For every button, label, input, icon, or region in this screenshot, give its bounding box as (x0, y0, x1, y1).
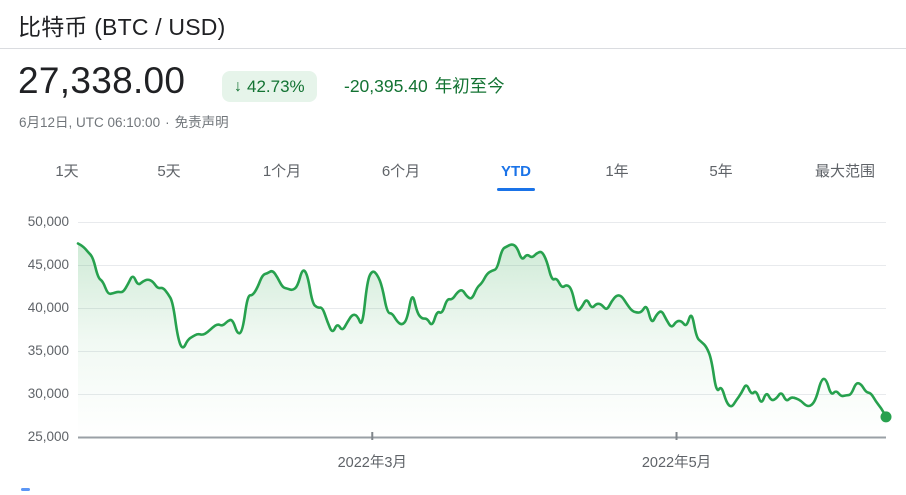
chart-line (76, 242, 888, 419)
y-axis-label: 35,000 (27, 343, 69, 358)
chart-hover-area[interactable] (78, 202, 886, 437)
y-axis-label: 25,000 (27, 429, 69, 444)
y-axis-label: 50,000 (27, 214, 69, 229)
current-price: 27,338.00 (18, 60, 186, 101)
active-tab-underline (497, 188, 535, 191)
tab-max-range[interactable]: 最大范围 (815, 161, 875, 183)
change-percent-badge: ↓ 42.73% (222, 71, 317, 102)
change-amount: -20,395.40 (344, 76, 428, 96)
chart-end-dot (880, 411, 892, 423)
change-percent-value: 42.73% (247, 76, 305, 96)
tab-label: 1个月 (262, 163, 302, 180)
tab-ytd[interactable]: YTD (497, 161, 535, 191)
page-title: 比特币 (BTC / USD) (18, 14, 226, 40)
tab-label: 6个月 (381, 163, 421, 180)
tab-1-year[interactable]: 1年 (605, 161, 628, 183)
quote-meta: 6月12日, UTC 06:10:00 · 免责声明 (19, 111, 229, 131)
disclaimer-link[interactable]: 免责声明 (174, 115, 229, 130)
y-axis-label: 40,000 (27, 300, 69, 315)
cutoff-blue-element (21, 488, 30, 491)
x-axis-label: 2022年5月 (641, 455, 712, 471)
tab-label: 5年 (709, 163, 733, 180)
arrow-down-icon: ↓ (234, 77, 242, 95)
range-tab-bar: 1天 5天 1个月 6个月 YTD 1年 5年 最大范围 (0, 161, 906, 197)
tab-label: 1天 (55, 163, 79, 180)
x-axis-label: 2022年3月 (337, 455, 407, 471)
tab-5-year[interactable]: 5年 (709, 161, 732, 183)
header-divider (0, 48, 906, 49)
y-axis-label: 30,000 (27, 386, 69, 401)
chart-area-fill (78, 243, 886, 437)
tab-label: 1年 (605, 163, 629, 180)
change-period: 年初至今 (434, 76, 505, 96)
change-amount-line: -20,395.40 年初至今 (344, 71, 505, 102)
y-axis-label: 45,000 (27, 257, 69, 272)
meta-separator: · (165, 115, 170, 130)
tab-1-day[interactable]: 1天 (55, 161, 78, 183)
tab-label: YTD (501, 163, 531, 180)
tab-label: 5天 (157, 163, 181, 180)
tab-6-month[interactable]: 6个月 (382, 161, 420, 183)
quote-timestamp: 6月12日, UTC 06:10:00 (19, 115, 161, 130)
tab-label: 最大范围 (814, 163, 876, 180)
tab-1-month[interactable]: 1个月 (263, 161, 301, 183)
tab-5-day[interactable]: 5天 (157, 161, 180, 183)
